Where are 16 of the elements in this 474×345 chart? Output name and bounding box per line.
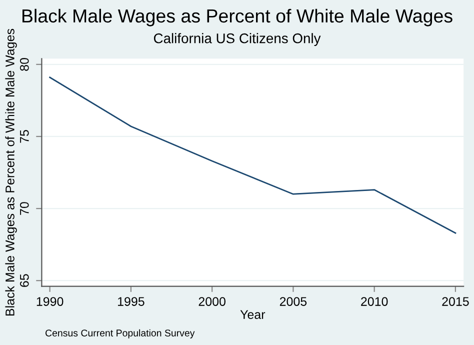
x-tick-label: 2010 bbox=[361, 297, 388, 306]
chart-subtitle: California US Citizens Only bbox=[154, 33, 321, 46]
y-tick-label: 65 bbox=[20, 274, 29, 287]
x-tick-label: 1990 bbox=[36, 297, 64, 306]
y-tick-label: 75 bbox=[20, 130, 29, 143]
y-tick-label: 70 bbox=[20, 202, 29, 215]
chart-title: Black Male Wages as Percent of White Male Wages bbox=[22, 8, 452, 26]
text: Census Current Population Survey bbox=[46, 329, 195, 338]
line-series bbox=[49, 76, 456, 234]
y-tick-label: 80 bbox=[20, 58, 29, 71]
x-axis-title: Year bbox=[240, 310, 266, 319]
x-tick-label: 2015 bbox=[442, 297, 469, 306]
x-tick-label: 2000 bbox=[198, 297, 226, 306]
x-tick-label: 1995 bbox=[118, 297, 144, 306]
y-axis-title: Black Male Wages as Percent of White Male Wages bbox=[5, 28, 17, 316]
x-tick-label: 2005 bbox=[280, 297, 307, 306]
